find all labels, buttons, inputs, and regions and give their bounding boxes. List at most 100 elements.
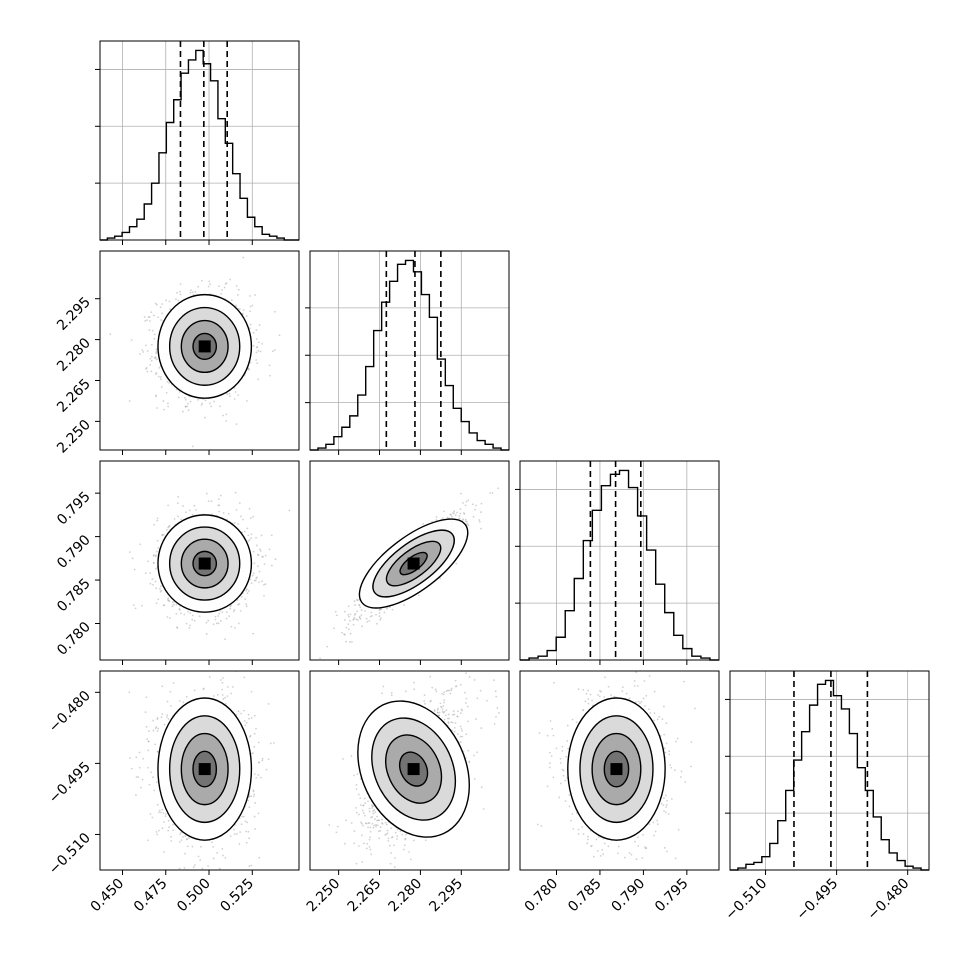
scatter-point — [208, 676, 211, 678]
scatter-point — [155, 373, 157, 375]
scatter-point — [165, 299, 167, 302]
scatter-point — [166, 616, 169, 618]
scatter-point — [451, 515, 453, 518]
scatter-clip-group — [128, 491, 291, 640]
scatter-point — [245, 315, 248, 318]
scatter-point — [218, 612, 221, 615]
scatter-point — [353, 600, 356, 602]
scatter-point — [343, 633, 345, 636]
scatter-point — [161, 534, 164, 537]
scatter-point — [146, 370, 149, 373]
scatter-point — [379, 618, 382, 621]
hist-panel-0 — [95, 40, 300, 241]
scatter-point — [252, 795, 255, 798]
scatter-point — [183, 867, 186, 869]
scatter-point — [144, 711, 147, 714]
scatter-point — [355, 618, 358, 621]
scatter-point — [375, 613, 377, 616]
scatter-point — [179, 283, 182, 286]
scatter-point — [458, 517, 461, 520]
scatter-point — [478, 520, 481, 523]
scatter-point — [256, 345, 259, 348]
scatter-point — [205, 621, 208, 624]
scatter-point — [403, 604, 406, 606]
scatter-point — [153, 333, 156, 336]
scatter-point — [288, 509, 291, 512]
scatter-point — [257, 349, 260, 352]
scatter-point — [347, 623, 350, 626]
scatter-point — [209, 283, 211, 286]
scatter-point — [368, 620, 371, 622]
scatter-point — [472, 515, 475, 518]
scatter-point — [184, 396, 186, 399]
scatter-point — [349, 613, 352, 616]
scatter-point — [135, 776, 138, 778]
scatter-point — [186, 405, 189, 408]
scatter-point — [274, 558, 277, 561]
scatter-point — [250, 582, 253, 584]
scatter-point — [344, 633, 346, 636]
scatter-point — [175, 603, 178, 606]
scatter-point — [205, 492, 208, 495]
scatter-point — [343, 610, 346, 613]
scatter-point — [156, 517, 159, 520]
scatter-point — [347, 628, 350, 631]
scatter-point — [156, 519, 159, 522]
scatter-point — [376, 622, 378, 625]
scatter-point — [228, 392, 231, 395]
scatter-point — [378, 612, 381, 614]
scatter-point — [213, 400, 215, 403]
scatter-point — [168, 826, 170, 829]
scatter-point — [135, 794, 137, 796]
scatter-point — [176, 627, 179, 629]
scatter-point — [168, 524, 171, 527]
scatter-point — [221, 651, 223, 653]
scatter-point — [354, 604, 356, 606]
scatter-point — [345, 626, 348, 629]
scatter-point — [268, 364, 271, 367]
scatter-point — [208, 402, 211, 405]
scatter-point — [254, 294, 257, 296]
scatter-point — [250, 517, 252, 519]
scatter-point — [250, 690, 253, 693]
scatter-point — [252, 572, 255, 575]
scatter-point — [253, 793, 256, 796]
scatter-point — [246, 588, 248, 591]
scatter-point — [197, 285, 200, 288]
scatter-point — [224, 856, 227, 859]
scatter-point — [168, 454, 170, 456]
scatter-point — [497, 487, 500, 490]
scatter-point — [158, 366, 161, 369]
scatter-point — [464, 520, 467, 523]
scatter-point — [250, 717, 253, 719]
scatter-point — [134, 607, 137, 610]
scatter-point — [156, 718, 159, 721]
scatter-point — [446, 516, 449, 519]
density-peak — [198, 557, 211, 570]
scatter-point — [251, 574, 254, 577]
scatter-point — [155, 394, 157, 397]
scatter-point — [168, 381, 170, 384]
hist-series-3 — [730, 679, 929, 871]
scatter-point — [359, 606, 362, 609]
scatter-point — [143, 316, 146, 318]
scatter-point — [218, 867, 221, 870]
scatter-point — [257, 341, 260, 344]
scatter-point — [259, 550, 262, 552]
scatter-point — [167, 597, 169, 600]
scatter-point — [255, 544, 258, 547]
scatter-point — [166, 714, 169, 717]
scatter-point — [222, 698, 225, 700]
scatter-point — [270, 534, 273, 537]
scatter-point — [178, 608, 181, 610]
scatter-point — [201, 402, 204, 405]
scatter-point — [205, 633, 208, 635]
scatter-point — [352, 623, 355, 626]
scatter-point — [172, 603, 175, 606]
scatter-point — [149, 812, 152, 815]
hist-frame-1 — [309, 250, 510, 451]
scatter-point — [480, 502, 483, 505]
scatter-point — [155, 352, 158, 355]
scatter-point — [200, 279, 203, 282]
